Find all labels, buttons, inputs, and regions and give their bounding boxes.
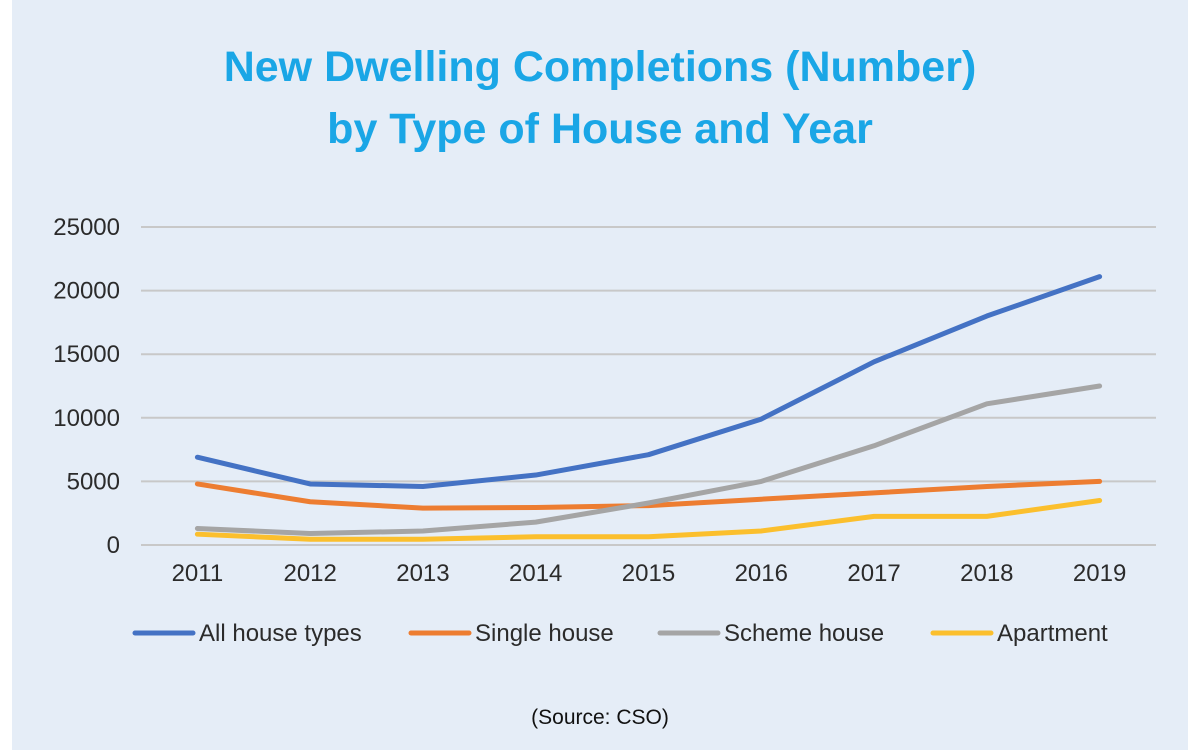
chart-title-line-1: New Dwelling Completions (Number): [223, 43, 977, 91]
legend-label: Single house: [475, 620, 614, 647]
y-tick-label: 10000: [53, 405, 120, 432]
source-note: (Source: CSO): [531, 706, 669, 729]
chart-panel: New Dwelling Completions (Number) by Typ…: [12, 0, 1188, 750]
y-axis-ticks: 0 5000 10000 15000 20000 25000: [53, 214, 120, 559]
series-line-all-house-types: [194, 274, 1103, 489]
x-tick-label: 2015: [622, 560, 675, 587]
chart-title: New Dwelling Completions (Number) by Typ…: [12, 36, 1188, 160]
x-tick-label: 2016: [735, 560, 788, 587]
y-tick-label: 15000: [53, 341, 120, 368]
series-line-single-house: [194, 478, 1103, 511]
legend-label: All house types: [199, 620, 362, 647]
legend-label: Scheme house: [724, 620, 884, 647]
x-tick-label: 2013: [396, 560, 449, 587]
chart-title-line-2: by Type of House and Year: [327, 105, 873, 153]
series-line-apartment: [194, 497, 1103, 542]
legend-label: Apartment: [997, 620, 1108, 647]
x-tick-label: 2012: [283, 560, 336, 587]
series-lines: [194, 274, 1103, 542]
x-tick-label: 2011: [172, 560, 224, 587]
y-tick-label: 20000: [53, 278, 120, 305]
gridlines: [141, 226, 1156, 546]
x-tick-label: 2017: [847, 560, 900, 587]
y-tick-label: 0: [107, 532, 120, 559]
y-tick-label: 25000: [53, 214, 120, 241]
y-tick-label: 5000: [67, 468, 120, 495]
x-axis-ticks: 2011 2012 2013 2014 2015 2016 2017 2018 2019: [172, 560, 1127, 587]
x-tick-label: 2018: [960, 560, 1013, 587]
x-tick-label: 2019: [1073, 560, 1126, 587]
legend: All house types Single house Scheme house A…: [132, 620, 1108, 647]
x-tick-label: 2014: [509, 560, 562, 587]
series-line-scheme-house: [194, 383, 1103, 537]
